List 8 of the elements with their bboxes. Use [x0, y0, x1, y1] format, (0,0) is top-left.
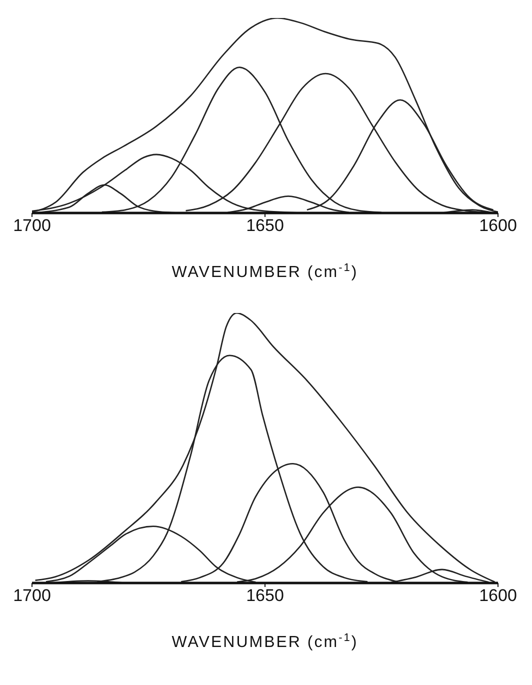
- x-tick-label: 1600: [479, 216, 517, 236]
- x-axis-title: WAVENUMBER (cm$^{-1}$): [172, 632, 358, 651]
- x-axis-title: WAVENUMBER (cm$^{-1}$): [172, 262, 358, 281]
- x-tick-label: 1700: [13, 216, 51, 236]
- x-tick-label: 1700: [13, 586, 51, 606]
- x-tick-label: 1650: [246, 586, 284, 606]
- x-tick-label: 1650: [246, 216, 284, 236]
- x-tick-label: 1600: [479, 586, 517, 606]
